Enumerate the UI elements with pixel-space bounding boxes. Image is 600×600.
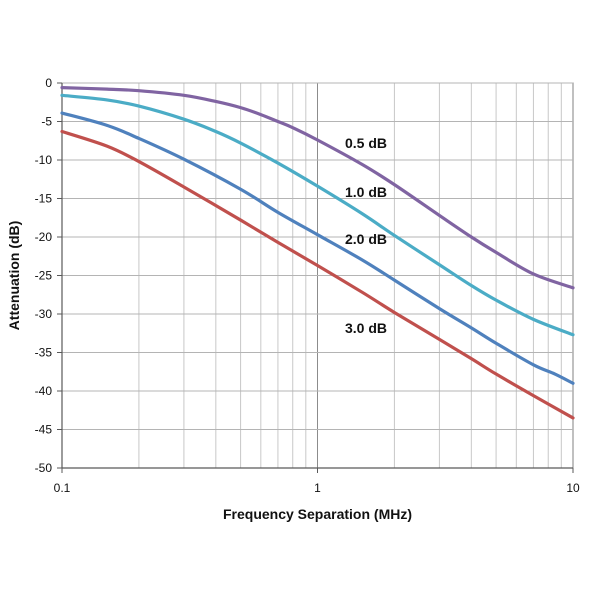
y-tick-label: 0 <box>45 76 52 90</box>
series-lines <box>60 86 575 420</box>
y-tick-label: -35 <box>35 346 53 360</box>
y-tick-label: -5 <box>41 115 52 129</box>
y-tick-label: -15 <box>35 192 53 206</box>
y-tick-label: -20 <box>35 230 53 244</box>
y-tick-label: -10 <box>35 153 53 167</box>
series-label-1-0-db: 1.0 dB <box>345 184 387 200</box>
y-tick-label: -30 <box>35 307 53 321</box>
x-tick-label: 1 <box>314 481 321 495</box>
x-axis-title: Frequency Separation (MHz) <box>223 506 412 522</box>
series-line-3-0-db <box>60 129 575 420</box>
series-line-2-0-db <box>60 111 575 385</box>
y-tick-label: -50 <box>35 461 53 475</box>
axes: 0 -5 -10 -15 -20 -25 -30 -35 -40 -45 -500.1 1 10 <box>35 76 580 495</box>
y-tick-label: -45 <box>35 423 53 437</box>
grid <box>61 82 574 469</box>
series-line-0-5-db <box>60 86 575 290</box>
y-axis-title: Attenuation (dB) <box>6 221 22 331</box>
series-label-3-0-db: 3.0 dB <box>345 320 387 336</box>
series-labels: 0.5 dB 1.0 dB 2.0 dB 3.0 dB <box>345 135 387 336</box>
series-line-1-0-db <box>60 93 575 337</box>
x-tick-label: 0.1 <box>54 481 71 495</box>
y-tick-label: -25 <box>35 269 53 283</box>
series-label-2-0-db: 2.0 dB <box>345 231 387 247</box>
series-label-0-5-db: 0.5 dB <box>345 135 387 151</box>
x-tick-label: 10 <box>566 481 580 495</box>
y-tick-label: -40 <box>35 384 53 398</box>
